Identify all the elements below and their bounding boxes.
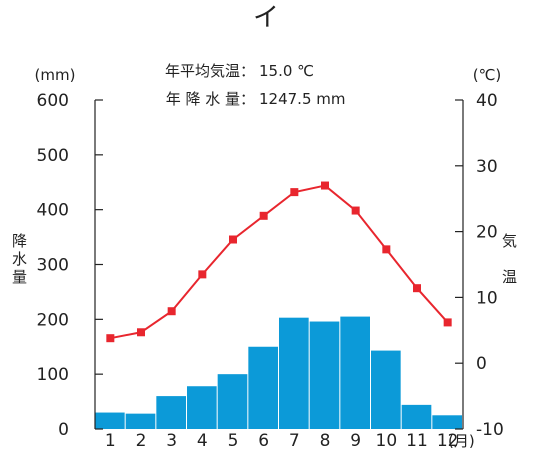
temperature-point — [443, 318, 452, 327]
left-tick-label: 0 — [58, 420, 69, 440]
left-tick-label: 100 — [37, 365, 69, 385]
chart-title: イ — [253, 3, 279, 33]
right-axis-label-char: 気 — [502, 232, 517, 250]
left-tick-label: 300 — [37, 256, 69, 276]
x-tick-label: 5 — [228, 431, 239, 451]
x-tick-label: 12 — [437, 431, 459, 451]
temperature-line — [106, 181, 452, 343]
x-tick-label: 4 — [197, 431, 208, 451]
temperature-point — [167, 307, 176, 316]
left-axis-unit: (mm) — [35, 66, 76, 84]
right-tick-label: 20 — [476, 223, 498, 243]
subtitle-line-1: 年平均気温： 15.0 ℃ — [165, 62, 314, 80]
x-tick-label: 3 — [166, 431, 177, 451]
subtitle-value-2: 1247.5 mm — [259, 90, 345, 108]
precipitation-bar — [432, 415, 462, 429]
x-tick-label: 11 — [406, 431, 428, 451]
right-axis-unit: (℃) — [473, 66, 502, 84]
subtitle-label-1: 年平均気温： — [165, 62, 255, 80]
x-axis-ticks: 1 2 3 4 5 6 7 8 9 10 11 12 — [105, 431, 459, 451]
precipitation-bar — [217, 374, 248, 429]
temperature-point — [413, 284, 421, 293]
x-tick-label: 8 — [320, 431, 331, 451]
left-axis-label-char: 降 — [12, 232, 27, 250]
left-axis-ticks: 0 100 200 300 400 500 600 — [37, 91, 103, 440]
left-tick-label: 600 — [37, 91, 69, 111]
right-tick-label: 40 — [476, 91, 498, 111]
right-tick-label: -10 — [476, 420, 504, 440]
temperature-point — [137, 328, 145, 337]
x-tick-label: 6 — [258, 431, 269, 451]
temperature-point — [259, 211, 268, 220]
right-tick-label: 10 — [476, 288, 498, 308]
temperature-point — [198, 270, 207, 279]
right-axis-label-char: 温 — [502, 268, 517, 286]
precipitation-bar — [371, 350, 401, 429]
x-tick-label: 9 — [350, 431, 361, 451]
temperature-polyline — [110, 184, 449, 340]
right-axis-label: 気温 — [502, 232, 517, 286]
precipitation-bar — [248, 346, 278, 429]
right-tick-label: 0 — [476, 354, 487, 374]
left-axis-label-char: 量 — [12, 268, 27, 286]
x-tick-label: 7 — [289, 431, 300, 451]
precipitation-bar — [125, 413, 156, 429]
temperature-point — [106, 334, 115, 343]
x-tick-label: 2 — [136, 431, 147, 451]
right-axis-ticks: -10 0 10 20 30 40 — [455, 91, 504, 440]
temperature-point — [321, 181, 329, 190]
precipitation-bar — [279, 317, 309, 429]
left-tick-label: 400 — [37, 201, 69, 221]
precipitation-bar — [95, 412, 125, 429]
precipitation-bar — [309, 321, 340, 429]
left-tick-label: 500 — [37, 146, 69, 166]
precipitation-bar — [401, 404, 432, 429]
precipitation-bar — [187, 386, 217, 429]
x-tick-label: 1 — [105, 431, 116, 451]
x-tick-label: 10 — [376, 431, 398, 451]
precipitation-bar — [340, 316, 370, 429]
subtitle-line-2: 年 降 水 量： 1247.5 mm — [166, 90, 346, 108]
left-axis-label: 降水量 — [12, 232, 27, 286]
temperature-point — [382, 245, 391, 254]
temperature-point — [229, 235, 237, 244]
subtitle-label-2: 年 降 水 量： — [166, 90, 255, 108]
x-axis-unit: (月) — [448, 432, 475, 450]
temperature-point — [351, 206, 360, 215]
subtitle-value-1: 15.0 ℃ — [259, 62, 314, 80]
right-tick-label: 30 — [476, 157, 498, 177]
left-axis-label-char: 水 — [12, 250, 27, 268]
left-tick-label: 200 — [37, 310, 69, 330]
precipitation-bars — [95, 316, 462, 429]
precipitation-bar — [156, 396, 186, 429]
temperature-point — [290, 188, 299, 197]
